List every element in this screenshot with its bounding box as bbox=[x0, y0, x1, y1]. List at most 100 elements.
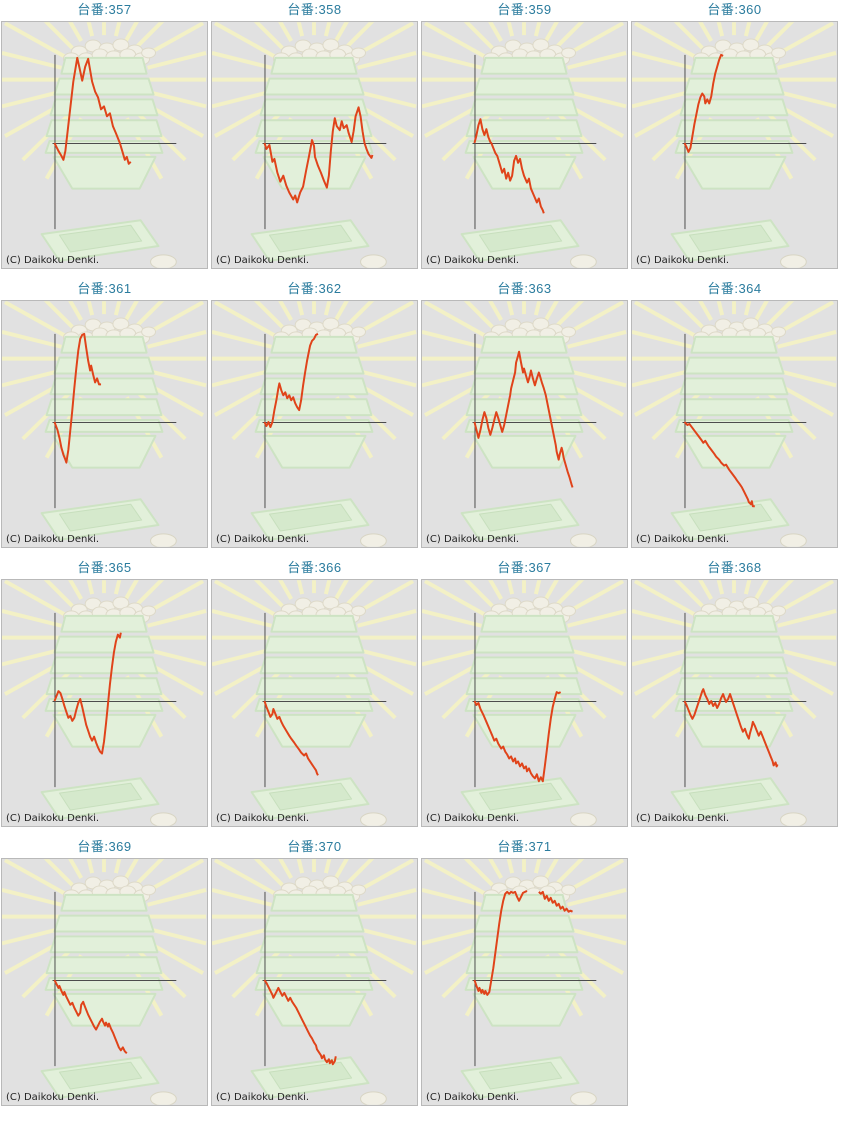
machine-title: 台番:366 bbox=[287, 560, 342, 575]
machine-chart bbox=[212, 859, 417, 1105]
trend-line bbox=[263, 979, 337, 1066]
machine-title: 台番:368 bbox=[707, 560, 762, 575]
machine-watermark-icon bbox=[2, 301, 207, 547]
machine-watermark-icon bbox=[2, 580, 207, 826]
machine-graph-panel: (C) Daikoku Denki. bbox=[211, 858, 418, 1106]
machine-title: 台番:371 bbox=[497, 839, 552, 854]
trend-line bbox=[53, 632, 122, 755]
machine-chart bbox=[632, 580, 837, 826]
machine-graph-panel: (C) Daikoku Denki. bbox=[211, 21, 418, 269]
trend-line bbox=[538, 890, 573, 913]
machine-graph-panel: (C) Daikoku Denki. bbox=[211, 300, 418, 548]
machine-graph-panel: (C) Daikoku Denki. bbox=[1, 858, 208, 1106]
machine-title: 台番:369 bbox=[77, 839, 132, 854]
machine-title: 台番:360 bbox=[707, 2, 762, 17]
trend-line-group bbox=[263, 332, 319, 428]
machine-title: 台番:367 bbox=[497, 560, 552, 575]
trend-line-group bbox=[263, 106, 374, 204]
trend-line bbox=[263, 700, 319, 776]
machine-title: 台番:365 bbox=[77, 560, 132, 575]
copyright-label: (C) Daikoku Denki. bbox=[216, 534, 310, 545]
machine-watermark-icon bbox=[422, 859, 627, 1105]
machine-graph-cell: 台番:357 (C) Daikoku Denki. bbox=[1, 1, 208, 269]
machine-title: 台番:362 bbox=[287, 281, 342, 296]
trend-line-group bbox=[473, 118, 545, 214]
copyright-label: (C) Daikoku Denki. bbox=[216, 255, 310, 266]
machine-graph-cell: 台番:360 (C) Daikoku Denki. bbox=[631, 1, 838, 269]
copyright-label: (C) Daikoku Denki. bbox=[636, 534, 730, 545]
copyright-label: (C) Daikoku Denki. bbox=[426, 1092, 520, 1103]
copyright-label: (C) Daikoku Denki. bbox=[6, 534, 100, 545]
trend-line-group bbox=[53, 979, 128, 1055]
machine-chart bbox=[632, 22, 837, 268]
trend-line-group bbox=[683, 421, 755, 508]
machine-watermark-icon bbox=[422, 580, 627, 826]
machine-title: 台番:364 bbox=[707, 281, 762, 296]
machine-chart bbox=[2, 859, 207, 1105]
trend-line-group bbox=[473, 350, 574, 488]
machine-chart bbox=[212, 580, 417, 826]
machine-chart bbox=[632, 301, 837, 547]
machine-watermark-icon bbox=[212, 859, 417, 1105]
trend-line-group bbox=[473, 691, 562, 783]
copyright-label: (C) Daikoku Denki. bbox=[636, 255, 730, 266]
machine-graph-cell: 台番:369 (C) Daikoku Denki. bbox=[1, 838, 208, 1106]
trend-line bbox=[683, 421, 755, 508]
trend-line bbox=[473, 691, 562, 783]
machine-graph-cell: 台番:370 (C) Daikoku Denki. bbox=[211, 838, 418, 1106]
machine-chart bbox=[422, 580, 627, 826]
trend-line bbox=[473, 890, 528, 996]
machine-chart bbox=[422, 22, 627, 268]
machine-chart bbox=[2, 301, 207, 547]
machine-title: 台番:357 bbox=[77, 2, 132, 17]
trend-line-group bbox=[53, 332, 102, 464]
machine-graph-cell: 台番:366 (C) Daikoku Denki. bbox=[211, 559, 418, 827]
copyright-label: (C) Daikoku Denki. bbox=[6, 255, 100, 266]
trend-line bbox=[473, 350, 574, 488]
machine-watermark-icon bbox=[212, 580, 417, 826]
machine-graph-panel: (C) Daikoku Denki. bbox=[421, 858, 628, 1106]
copyright-label: (C) Daikoku Denki. bbox=[6, 813, 100, 824]
trend-line bbox=[263, 106, 374, 204]
machine-graph-cell: 台番:371 (C) Daikoku Denki. bbox=[421, 838, 628, 1106]
machine-chart bbox=[422, 301, 627, 547]
machine-graph-panel: (C) Daikoku Denki. bbox=[211, 579, 418, 827]
machine-graph-panel: (C) Daikoku Denki. bbox=[421, 21, 628, 269]
machine-graph-cell: 台番:365 (C) Daikoku Denki. bbox=[1, 559, 208, 827]
machine-title: 台番:363 bbox=[497, 281, 552, 296]
machine-title: 台番:359 bbox=[497, 2, 552, 17]
copyright-label: (C) Daikoku Denki. bbox=[216, 1092, 310, 1103]
machine-chart bbox=[212, 301, 417, 547]
machine-title: 台番:358 bbox=[287, 2, 342, 17]
machine-watermark-icon bbox=[2, 22, 207, 268]
machine-graph-cell: 台番:364 (C) Daikoku Denki. bbox=[631, 280, 838, 548]
trend-line-group bbox=[683, 688, 779, 768]
machine-graph-panel: (C) Daikoku Denki. bbox=[631, 21, 838, 269]
copyright-label: (C) Daikoku Denki. bbox=[216, 813, 310, 824]
trend-line-group bbox=[683, 53, 724, 153]
copyright-label: (C) Daikoku Denki. bbox=[636, 813, 730, 824]
machine-watermark-icon bbox=[422, 301, 627, 547]
copyright-label: (C) Daikoku Denki. bbox=[6, 1092, 100, 1103]
copyright-label: (C) Daikoku Denki. bbox=[426, 813, 520, 824]
machine-chart bbox=[422, 859, 627, 1105]
machine-graph-cell: 台番:362 (C) Daikoku Denki. bbox=[211, 280, 418, 548]
machine-graph-panel: (C) Daikoku Denki. bbox=[421, 300, 628, 548]
machine-watermark-icon bbox=[632, 22, 837, 268]
machine-graph-panel: (C) Daikoku Denki. bbox=[421, 579, 628, 827]
machine-chart bbox=[2, 580, 207, 826]
machine-graph-panel: (C) Daikoku Denki. bbox=[631, 579, 838, 827]
copyright-label: (C) Daikoku Denki. bbox=[426, 534, 520, 545]
trend-line bbox=[683, 688, 779, 768]
trend-line bbox=[263, 332, 319, 428]
trend-line-group bbox=[53, 56, 132, 165]
machine-graph-cell: 台番:359 (C) Daikoku Denki. bbox=[421, 1, 628, 269]
machine-graph-cell: 台番:367 (C) Daikoku Denki. bbox=[421, 559, 628, 827]
machine-graph-panel: (C) Daikoku Denki. bbox=[1, 21, 208, 269]
trend-line-group bbox=[263, 979, 337, 1066]
trend-line bbox=[53, 979, 128, 1055]
machine-graph-cell: 台番:368 (C) Daikoku Denki. bbox=[631, 559, 838, 827]
machine-graph-cell: 台番:358 (C) Daikoku Denki. bbox=[211, 1, 418, 269]
